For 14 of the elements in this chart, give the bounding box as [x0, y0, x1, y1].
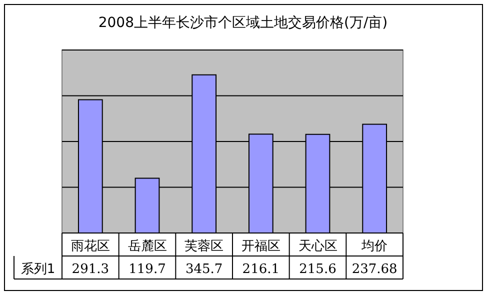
data-label: 345.7: [185, 262, 223, 277]
data-label: 291.3: [72, 262, 110, 277]
data-label: 237.68: [352, 262, 398, 277]
data-label: 215.6: [299, 262, 336, 277]
data-label: 119.7: [128, 262, 166, 277]
x-tick-label: 雨花区: [70, 239, 110, 254]
x-tick-label: 天心区: [298, 238, 338, 254]
x-tick-label: 芙蓉区: [184, 239, 224, 254]
x-tick-label: 开福区: [241, 239, 280, 254]
title: 2008上半年长沙市个区域土地交易价格(万/亩): [98, 15, 388, 31]
x-tick-label: 岳麓区: [128, 239, 167, 254]
legend-label: 系列1: [20, 262, 56, 277]
data-label: 216.1: [242, 262, 280, 277]
x-tick-label: 均价: [360, 239, 388, 254]
